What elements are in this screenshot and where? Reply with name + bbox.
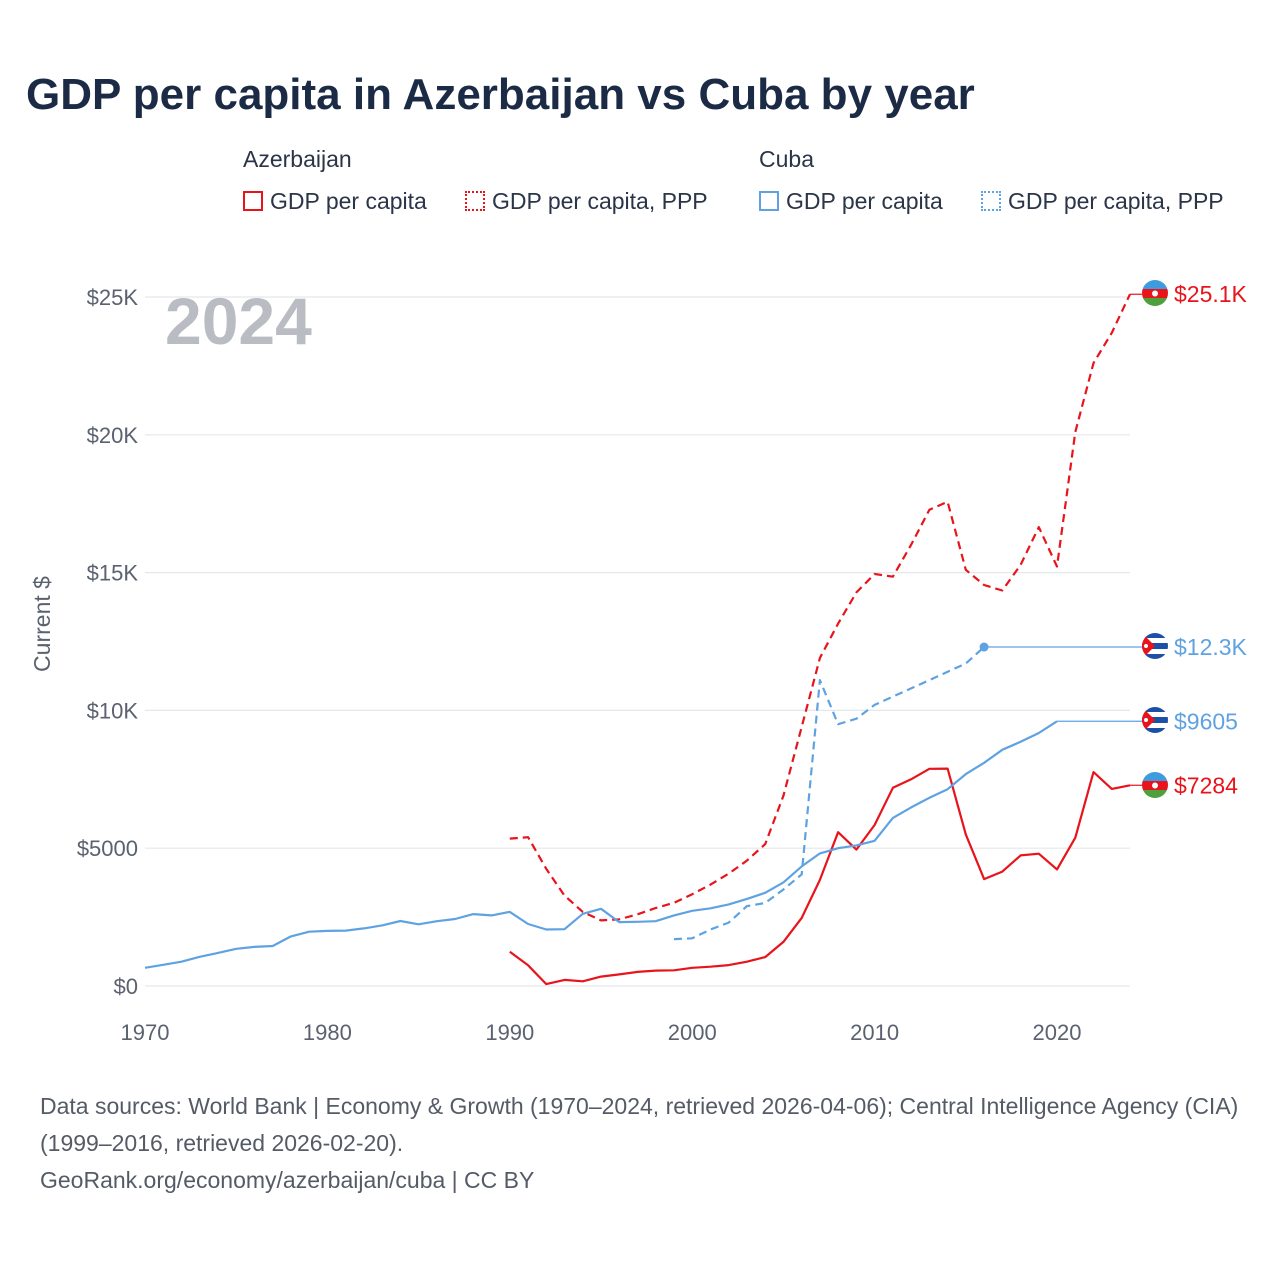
x-tick-label: 2020 (1033, 1020, 1082, 1045)
series-end-label: $25.1K (1174, 281, 1248, 307)
legend-item-cuba-gdp-ppp[interactable]: GDP per capita, PPP (981, 186, 1224, 216)
cuba-flag-icon (1142, 633, 1168, 659)
x-tick-label: 2000 (668, 1020, 717, 1045)
y-tick-label: $25K (87, 285, 139, 310)
series-line-3[interactable] (673, 646, 985, 941)
y-tick-label: $15K (87, 561, 139, 586)
footer-url[interactable]: GeoRank.org/economy/azerbaijan/cuba | CC… (40, 1167, 535, 1193)
legend-item-label: GDP per capita, PPP (492, 187, 708, 214)
legend-item-azerbaijan-gdp[interactable]: GDP per capita (243, 186, 427, 216)
x-tick-label: 1980 (303, 1020, 352, 1045)
x-tick-label: 1970 (121, 1020, 170, 1045)
series-line-1[interactable] (509, 293, 1131, 922)
line-chart: $0 $5000 $10K $15K $20K $25K 1970 1980 1990 2000… (29, 280, 1248, 1045)
footer: Data sources: World Bank | Economy & Gro… (40, 1088, 1250, 1199)
series-line-2[interactable] (144, 720, 1058, 969)
x-tick-label: 2010 (850, 1020, 899, 1045)
footer-sources: Data sources: World Bank | Economy & Gro… (40, 1093, 1239, 1156)
legend-swatch-dotted-blue (981, 191, 1001, 211)
legend-swatch-dotted-red (465, 191, 485, 211)
legend-group-azerbaijan: Azerbaijan (243, 146, 352, 172)
x-tick-label: 1990 (485, 1020, 534, 1045)
legend-item-label: GDP per capita (270, 187, 427, 214)
chart-title: GDP per capita in Azerbaijan vs Cuba by … (26, 70, 975, 119)
legend-group-cuba: Cuba (759, 146, 814, 172)
y-tick-label: $0 (114, 974, 138, 999)
series-end-label: $7284 (1174, 772, 1238, 798)
legend-item-label: GDP per capita, PPP (1008, 187, 1224, 214)
y-tick-label: $20K (87, 423, 139, 448)
legend-swatch-solid-red (243, 191, 263, 211)
legend-item-label: GDP per capita (786, 187, 943, 214)
series-end-point (979, 642, 989, 652)
cuba-flag-icon (1142, 707, 1168, 733)
y-axis-label: Current $ (29, 576, 55, 672)
azerbaijan-flag-icon (1142, 772, 1168, 798)
legend-item-cuba-gdp[interactable]: GDP per capita (759, 186, 943, 216)
series-end-label: $12.3K (1174, 634, 1248, 660)
y-tick-label: $10K (87, 698, 139, 723)
legend-item-azerbaijan-gdp-ppp[interactable]: GDP per capita, PPP (465, 186, 708, 216)
year-display: 2024 (165, 284, 312, 358)
legend-swatch-solid-blue (759, 191, 779, 211)
azerbaijan-flag-icon (1142, 280, 1168, 306)
series-line-0[interactable] (509, 767, 1131, 986)
series-end-label: $9605 (1174, 708, 1238, 734)
y-tick-label: $5000 (77, 836, 138, 861)
